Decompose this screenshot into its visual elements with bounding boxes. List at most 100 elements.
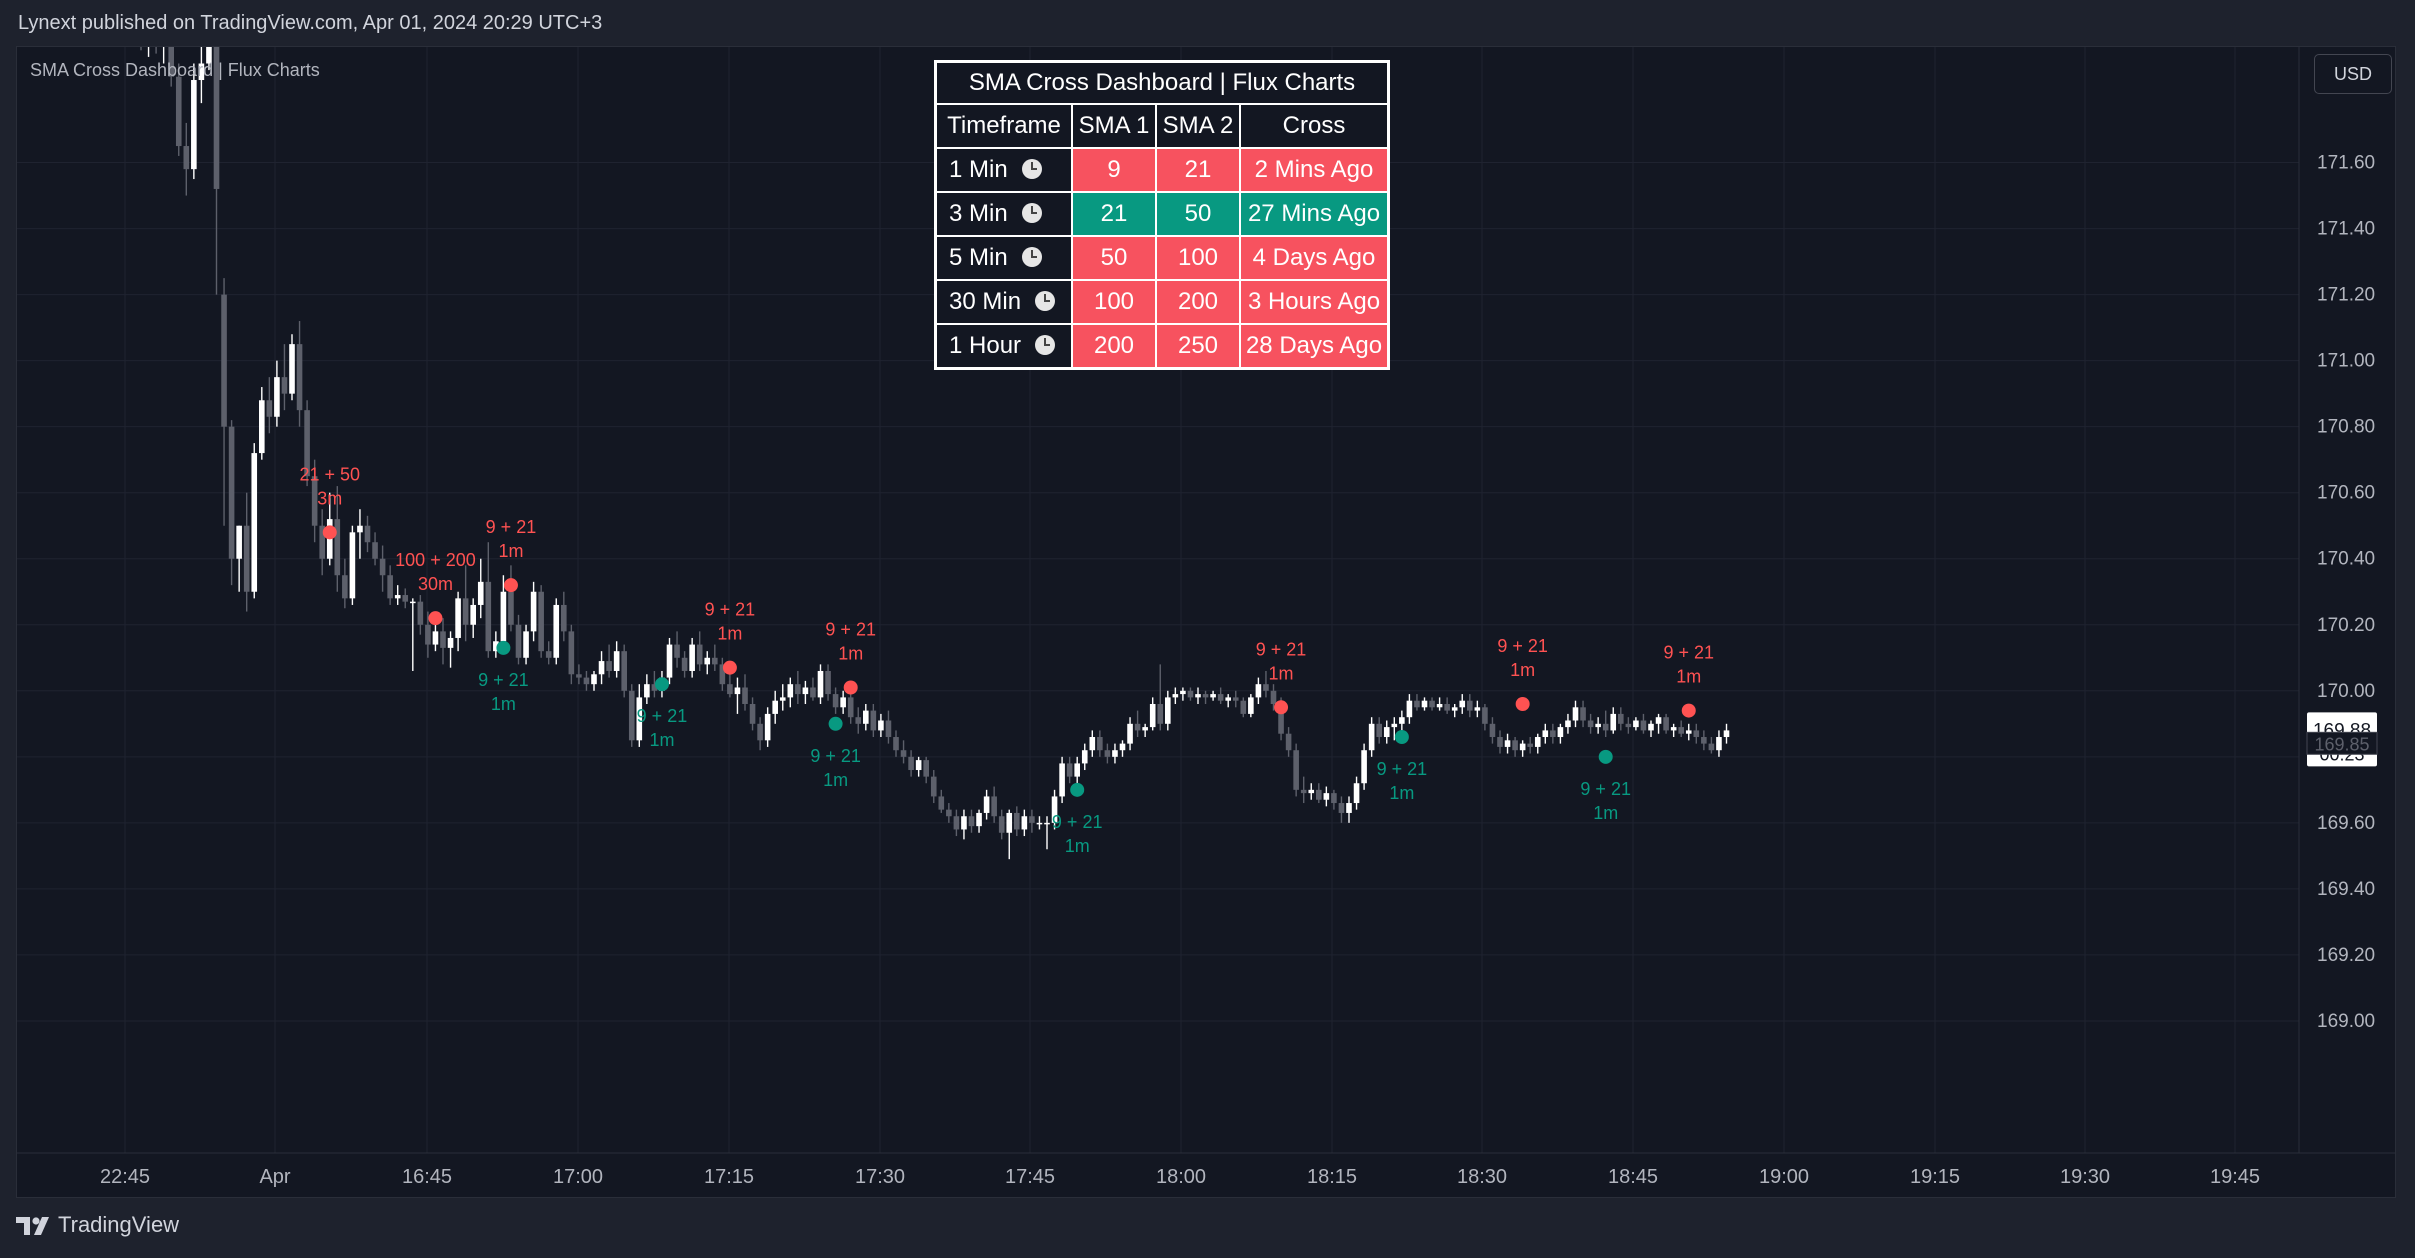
candle-body bbox=[998, 816, 1005, 833]
candle-body bbox=[493, 641, 499, 652]
cross-signal-dot[interactable] bbox=[828, 716, 843, 731]
candle-body bbox=[1618, 713, 1624, 724]
cross-signal-dot[interactable] bbox=[496, 640, 511, 655]
cross-signal-dot[interactable] bbox=[1598, 749, 1613, 764]
cross-signal-dot[interactable] bbox=[1070, 782, 1085, 797]
candle-body bbox=[1014, 812, 1020, 830]
candle-body bbox=[983, 796, 990, 813]
time-tick-label: 17:00 bbox=[553, 1166, 603, 1188]
candle-body bbox=[1429, 700, 1435, 708]
candle-body bbox=[410, 601, 416, 604]
prev-price-label: 169.85 bbox=[2314, 734, 2369, 754]
candle-body bbox=[1134, 723, 1141, 731]
candle-body bbox=[304, 410, 310, 477]
cross-signal-dot[interactable] bbox=[654, 677, 669, 692]
candle-body bbox=[719, 664, 726, 685]
candle-body bbox=[1459, 700, 1466, 708]
candle-body bbox=[968, 816, 975, 827]
candle-body bbox=[561, 604, 567, 632]
candle-body bbox=[1225, 697, 1231, 701]
candle-body bbox=[1353, 783, 1360, 804]
candle-body bbox=[712, 657, 718, 665]
sma1-cell: 9 bbox=[1071, 147, 1157, 193]
candle-body bbox=[274, 377, 280, 417]
candle-body bbox=[538, 591, 544, 652]
cross-signal-label: 9 + 21 bbox=[1377, 759, 1428, 779]
cross-signal-timeframe: 1m bbox=[491, 694, 516, 714]
candle-body bbox=[243, 525, 250, 592]
candle-body bbox=[1414, 700, 1420, 708]
timeframe-cell: 3 Min bbox=[934, 191, 1073, 237]
candle-body bbox=[1444, 703, 1450, 711]
candle-body bbox=[1406, 700, 1413, 718]
candle-body bbox=[1081, 750, 1088, 764]
candle-body bbox=[1391, 723, 1398, 728]
cross-signal-label: 9 + 21 bbox=[478, 670, 529, 690]
candle-body bbox=[757, 723, 763, 741]
timeframe-cell: 1 Min bbox=[934, 147, 1073, 193]
cross-signal-timeframe: 1m bbox=[1510, 660, 1535, 680]
candle-body bbox=[1202, 694, 1209, 698]
timeframe-cell: 1 Hour bbox=[934, 323, 1073, 370]
dashboard-header-row: Timeframe SMA 1 SMA 2 Cross bbox=[934, 103, 1390, 149]
cross-signal-dot[interactable] bbox=[1515, 696, 1530, 711]
candle-body bbox=[1633, 720, 1639, 728]
candle-body bbox=[1217, 694, 1224, 701]
candle-body bbox=[1482, 707, 1488, 724]
timeframe-cell: 5 Min bbox=[934, 235, 1073, 281]
candle-body bbox=[394, 595, 401, 599]
cross-signal-dot[interactable] bbox=[1394, 730, 1409, 745]
cross-signal-dot[interactable] bbox=[322, 525, 337, 540]
cross-signal-label: 9 + 21 bbox=[1052, 812, 1103, 832]
candle-body bbox=[296, 344, 303, 411]
cross-signal-timeframe: 30m bbox=[418, 574, 453, 594]
header-sma1: SMA 1 bbox=[1071, 103, 1157, 149]
timeframe-label: 30 Min bbox=[949, 288, 1022, 315]
cross-signal-label: 9 + 21 bbox=[810, 746, 861, 766]
cross-signal-dot[interactable] bbox=[428, 611, 443, 626]
candle-body bbox=[1006, 812, 1013, 833]
candle-body bbox=[447, 637, 454, 648]
cross-signal-label: 9 + 21 bbox=[1580, 779, 1631, 799]
header-sma2: SMA 2 bbox=[1155, 103, 1241, 149]
candle-body bbox=[1300, 789, 1307, 794]
price-tick-label: 170.80 bbox=[2317, 417, 2375, 438]
candle-body bbox=[908, 756, 914, 771]
cross-signal-dot[interactable] bbox=[1681, 703, 1696, 718]
cross-signal-dot[interactable] bbox=[503, 578, 518, 593]
cross-cell: 27 Mins Ago bbox=[1239, 191, 1390, 237]
candle-body bbox=[1383, 727, 1390, 738]
candle-body bbox=[681, 657, 688, 671]
tradingview-logo-icon bbox=[16, 1217, 49, 1235]
candle-body bbox=[545, 651, 552, 658]
cross-signal-dot[interactable] bbox=[843, 680, 858, 695]
candle-body bbox=[1376, 723, 1382, 738]
clock-icon bbox=[1021, 246, 1042, 267]
last-price-tag: 169.8800:23169.85 bbox=[2306, 712, 2378, 767]
timeframe-cell: 30 Min bbox=[934, 279, 1073, 325]
cross-signal-timeframe: 1m bbox=[838, 643, 863, 663]
cross-signal-dot[interactable] bbox=[1274, 700, 1289, 715]
time-tick-label: 18:00 bbox=[1156, 1166, 1206, 1188]
sma1-cell: 200 bbox=[1071, 323, 1157, 370]
indicator-legend[interactable]: SMA Cross Dashboard | Flux Charts bbox=[30, 60, 320, 80]
candle-body bbox=[1021, 816, 1028, 830]
price-chart[interactable]: 21 + 50 3m 100 + 200 30m 9 + 21 1m 9 + 21 1m 9 +… bbox=[17, 47, 2395, 1197]
candle-body bbox=[364, 525, 371, 543]
candle-body bbox=[1670, 727, 1677, 731]
dashboard-row: 1 Min 9 21 2 Mins Ago bbox=[934, 147, 1390, 193]
time-tick-label: 17:15 bbox=[704, 1166, 754, 1188]
tradingview-logo[interactable]: TradingView bbox=[16, 1212, 179, 1238]
candle-body bbox=[893, 737, 899, 751]
cross-signal-dot[interactable] bbox=[722, 660, 737, 675]
currency-button[interactable]: USD bbox=[2314, 54, 2392, 94]
candle-body bbox=[727, 684, 733, 695]
candle-body bbox=[342, 575, 348, 599]
price-tick-label: 170.40 bbox=[2317, 549, 2375, 570]
candle-body bbox=[198, 63, 205, 81]
candle-body bbox=[387, 575, 393, 599]
prev-price-box bbox=[2306, 731, 2378, 755]
price-tick-label: 169.40 bbox=[2317, 879, 2375, 900]
candle-body bbox=[1436, 703, 1443, 708]
candle-body bbox=[1489, 723, 1496, 738]
